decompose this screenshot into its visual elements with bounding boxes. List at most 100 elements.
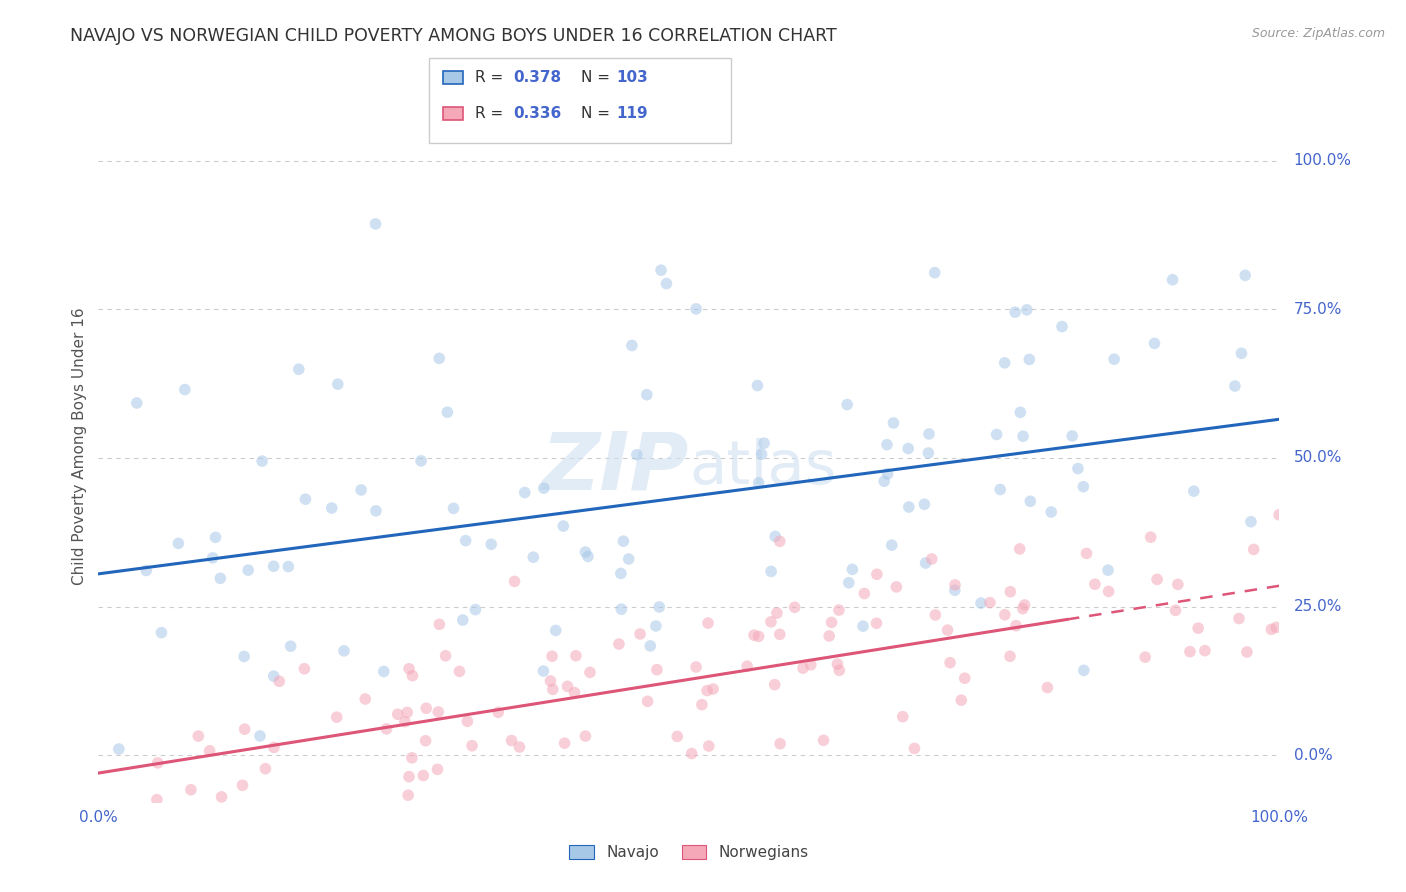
- Point: [1260, 623, 1282, 637]
- Point: [626, 448, 648, 462]
- Point: [461, 739, 484, 753]
- Point: [813, 733, 835, 747]
- Point: [828, 663, 851, 677]
- Point: [637, 694, 659, 708]
- Point: [1004, 305, 1026, 319]
- Point: [918, 426, 941, 441]
- Text: 0.336: 0.336: [513, 106, 561, 120]
- Text: N =: N =: [581, 70, 614, 85]
- Point: [263, 559, 285, 574]
- Point: [903, 741, 925, 756]
- Point: [1236, 645, 1258, 659]
- Point: [277, 559, 299, 574]
- Point: [254, 762, 277, 776]
- Point: [655, 277, 678, 291]
- Text: R =: R =: [475, 106, 509, 120]
- Point: [427, 351, 450, 366]
- Point: [914, 556, 936, 570]
- Point: [579, 665, 602, 680]
- Point: [882, 416, 904, 430]
- Point: [702, 681, 724, 696]
- Point: [1243, 542, 1265, 557]
- Point: [912, 497, 935, 511]
- Point: [636, 388, 658, 402]
- Point: [783, 600, 806, 615]
- Point: [1133, 650, 1156, 665]
- Point: [1194, 643, 1216, 657]
- Text: 75.0%: 75.0%: [1294, 301, 1341, 317]
- Point: [747, 378, 769, 392]
- Text: 50.0%: 50.0%: [1294, 450, 1341, 466]
- Point: [827, 657, 849, 672]
- Text: N =: N =: [581, 106, 614, 120]
- Point: [820, 615, 842, 630]
- Point: [354, 692, 377, 706]
- Point: [751, 447, 773, 461]
- Point: [1161, 273, 1184, 287]
- Point: [1036, 681, 1059, 695]
- Point: [1000, 584, 1022, 599]
- Point: [396, 789, 419, 803]
- Point: [401, 751, 423, 765]
- Point: [1067, 461, 1090, 475]
- Point: [1164, 603, 1187, 617]
- Point: [373, 665, 395, 679]
- Point: [451, 613, 474, 627]
- Text: R =: R =: [475, 70, 509, 85]
- Point: [1011, 601, 1033, 615]
- Point: [1146, 573, 1168, 587]
- Point: [204, 530, 226, 544]
- Point: [994, 356, 1017, 370]
- Point: [748, 629, 770, 643]
- Point: [769, 627, 792, 641]
- Point: [231, 778, 253, 792]
- Point: [1167, 577, 1189, 591]
- Point: [557, 679, 579, 693]
- Point: [325, 710, 347, 724]
- Point: [1230, 346, 1253, 360]
- Point: [1227, 611, 1250, 625]
- Point: [943, 583, 966, 598]
- Point: [508, 739, 530, 754]
- Point: [1182, 484, 1205, 499]
- Point: [792, 661, 814, 675]
- Point: [135, 564, 157, 578]
- Point: [146, 793, 169, 807]
- Point: [1234, 268, 1257, 283]
- Point: [1097, 563, 1119, 577]
- Point: [924, 607, 946, 622]
- Point: [233, 722, 256, 736]
- Point: [876, 438, 898, 452]
- Point: [852, 619, 875, 633]
- Point: [735, 659, 758, 673]
- Point: [685, 301, 707, 316]
- Point: [617, 552, 640, 566]
- Point: [1019, 494, 1042, 508]
- Point: [841, 562, 863, 576]
- Point: [880, 538, 903, 552]
- Point: [1139, 530, 1161, 544]
- Point: [541, 649, 564, 664]
- Point: [456, 714, 478, 729]
- Point: [645, 619, 668, 633]
- Point: [1015, 302, 1038, 317]
- Point: [426, 763, 449, 777]
- Point: [288, 362, 311, 376]
- Point: [1012, 429, 1035, 443]
- Point: [565, 648, 588, 663]
- Point: [1102, 352, 1125, 367]
- Point: [1143, 336, 1166, 351]
- Point: [1014, 598, 1036, 612]
- Point: [408, 809, 430, 823]
- Point: [513, 485, 536, 500]
- Point: [533, 481, 555, 495]
- Point: [1097, 584, 1119, 599]
- Y-axis label: Child Poverty Among Boys Under 16: Child Poverty Among Boys Under 16: [72, 307, 87, 585]
- Point: [1050, 319, 1073, 334]
- Point: [409, 454, 432, 468]
- Point: [627, 815, 650, 830]
- Point: [364, 217, 387, 231]
- Point: [436, 405, 458, 419]
- Point: [690, 698, 713, 712]
- Point: [1073, 480, 1095, 494]
